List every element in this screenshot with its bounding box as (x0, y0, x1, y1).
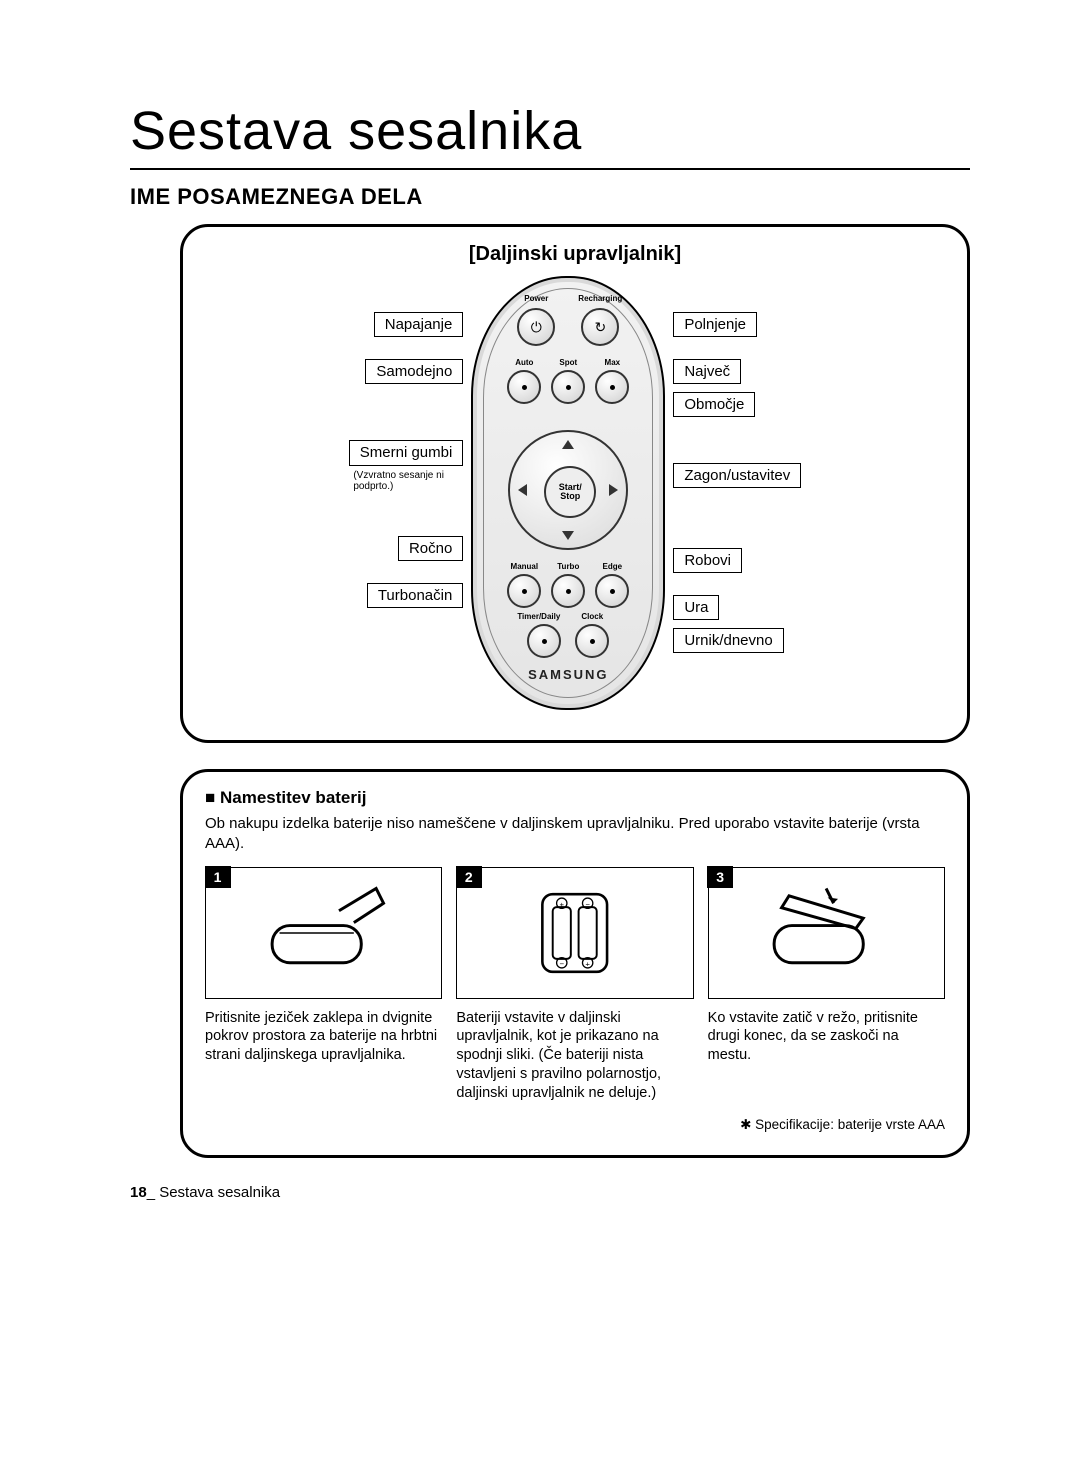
remote-right-labels: Polnjenje Največ Območje Zagon/ustavitev… (673, 276, 801, 653)
page-footer: 18_ Sestava sesalnika (130, 1184, 970, 1201)
recharging-button[interactable]: Recharging ↻ (581, 308, 619, 346)
section-heading: IME POSAMEZNEGA DELA (130, 184, 970, 210)
up-arrow-icon (562, 440, 574, 449)
max-button[interactable]: Max (595, 370, 629, 404)
step-2: 2 + − − + Bateriji vstavite v daljinski … (456, 867, 693, 1103)
recharging-btn-label: Recharging (578, 294, 622, 303)
auto-button[interactable]: Auto (507, 370, 541, 404)
step-2-caption: Bateriji vstavite v daljinski upravljaln… (456, 1009, 693, 1103)
step-1-badge: 1 (205, 866, 231, 888)
label-clock: Ura (673, 595, 719, 620)
power-icon: ⏻ (531, 319, 542, 336)
turbo-btn-label: Turbo (557, 562, 579, 571)
clock-btn-label: Clock (581, 612, 603, 621)
step-3-image: 3 (708, 867, 945, 999)
auto-btn-label: Auto (515, 358, 533, 367)
start-stop-button[interactable]: Start/Stop (544, 466, 596, 518)
edge-button[interactable]: Edge (595, 574, 629, 608)
label-auto: Samodejno (365, 359, 463, 384)
battery-steps: 1 Pritisnite jeziček zaklepa in dvignite… (205, 867, 945, 1103)
recharging-icon: ↻ (594, 319, 606, 336)
close-cover-icon (732, 881, 920, 985)
brand-label: SAMSUNG (473, 667, 663, 682)
label-manual: Ročno (398, 536, 463, 561)
label-edge: Robovi (673, 548, 742, 573)
insert-batteries-icon: + − − + (510, 881, 639, 985)
clock-button[interactable]: Clock (575, 624, 609, 658)
label-startstop: Zagon/ustavitev (673, 463, 801, 488)
direction-note: (Vzvratno sesanje ni podprto.) (353, 470, 463, 492)
spot-btn-label: Spot (559, 358, 577, 367)
battery-heading: Namestitev baterij (205, 788, 945, 808)
spec-note: Specifikacije: baterije vrste AAA (205, 1117, 945, 1133)
battery-intro: Ob nakupu izdelka baterije niso nameščen… (205, 814, 945, 855)
label-turbo: Turbonačin (367, 583, 464, 608)
manual-button[interactable]: Manual (507, 574, 541, 608)
label-timer: Urnik/dnevno (673, 628, 783, 653)
left-arrow-icon (518, 484, 527, 496)
edge-btn-label: Edge (603, 562, 623, 571)
battery-panel: Namestitev baterij Ob nakupu izdelka bat… (180, 769, 970, 1158)
label-direction: Smerni gumbi (349, 440, 464, 466)
spot-button[interactable]: Spot (551, 370, 585, 404)
step-2-badge: 2 (456, 866, 482, 888)
label-max: Največ (673, 359, 741, 384)
right-arrow-icon (609, 484, 618, 496)
svg-text:−: − (560, 959, 565, 968)
step-3: 3 Ko vstavite zatič v režo, pritisnite d… (708, 867, 945, 1103)
step-3-badge: 3 (707, 866, 733, 888)
step-1-caption: Pritisnite jeziček zaklepa in dvignite p… (205, 1009, 442, 1066)
remote-panel: [Daljinski upravljalnik] Napajanje Samod… (180, 224, 970, 743)
step-3-caption: Ko vstavite zatič v režo, pritisnite dru… (708, 1009, 945, 1066)
page-number: 18 (130, 1184, 147, 1201)
timer-btn-label: Timer/Daily (517, 612, 560, 621)
step-2-image: 2 + − − + (456, 867, 693, 999)
page-title: Sestava sesalnika (130, 100, 970, 170)
down-arrow-icon (562, 531, 574, 540)
direction-pad[interactable]: Start/Stop (508, 430, 628, 550)
max-btn-label: Max (605, 358, 621, 367)
timer-button[interactable]: Timer/Daily (527, 624, 561, 658)
remote-graphic: Power ⏻ Recharging ↻ Auto Spot (471, 276, 665, 710)
label-power: Napajanje (374, 312, 464, 337)
remote-panel-title: [Daljinski upravljalnik] (205, 243, 945, 266)
label-spot: Območje (673, 392, 755, 417)
svg-text:+: + (560, 900, 565, 909)
start-stop-label: Start/Stop (559, 483, 582, 501)
power-btn-label: Power (524, 294, 548, 303)
svg-text:+: + (586, 959, 591, 968)
open-cover-icon (230, 881, 418, 985)
svg-text:−: − (586, 900, 591, 909)
remote-left-labels: Napajanje Samodejno Smerni gumbi (Vzvrat… (349, 276, 464, 608)
manual-btn-label: Manual (511, 562, 539, 571)
turbo-button[interactable]: Turbo (551, 574, 585, 608)
step-1-image: 1 (205, 867, 442, 999)
footer-section: Sestava sesalnika (159, 1184, 280, 1201)
power-button[interactable]: Power ⏻ (517, 308, 555, 346)
label-recharging: Polnjenje (673, 312, 757, 337)
step-1: 1 Pritisnite jeziček zaklepa in dvignite… (205, 867, 442, 1103)
